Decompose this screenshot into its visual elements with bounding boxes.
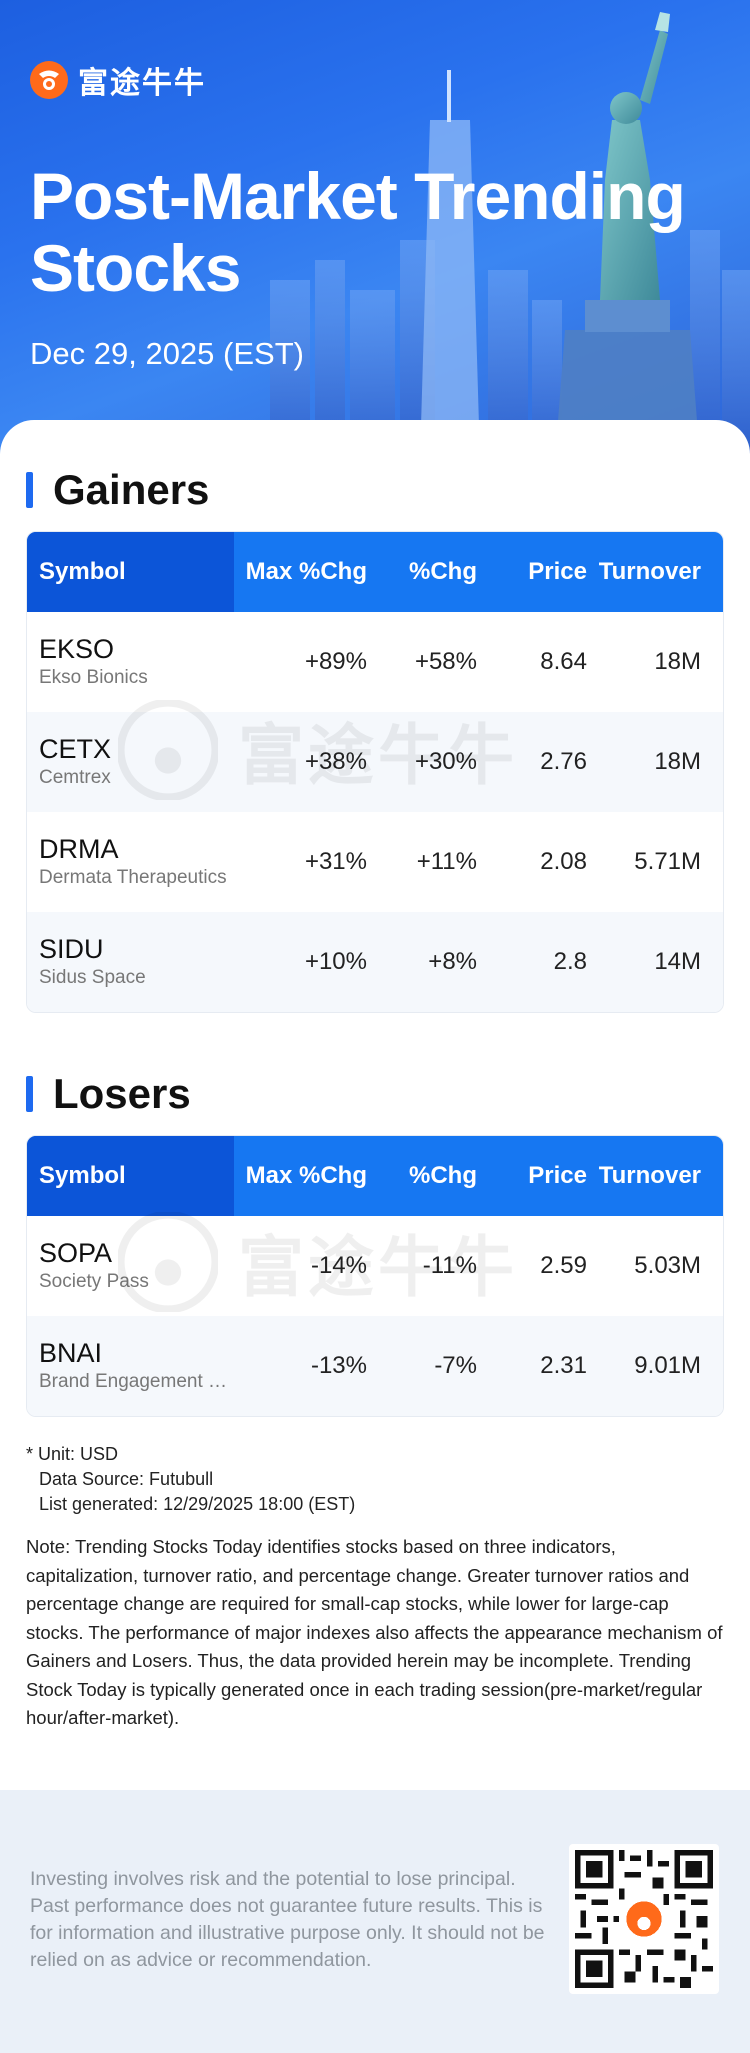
risk-disclaimer: Investing involves risk and the potentia… bbox=[30, 1868, 545, 1971]
report-date: Dec 29, 2025 (EST) bbox=[30, 336, 304, 371]
stock-symbol: CETX bbox=[39, 734, 112, 764]
max-chg-value: +10% bbox=[304, 948, 367, 975]
col-chg: %Chg bbox=[409, 558, 477, 585]
losers-table: Symbol Max %Chg %Chg Price Turnover SOPA… bbox=[26, 1135, 724, 1417]
max-chg-value: -13% bbox=[310, 1352, 367, 1379]
col-price: Price bbox=[528, 558, 587, 585]
section-accent-bar bbox=[26, 1076, 33, 1112]
col-price: Price bbox=[528, 1162, 587, 1189]
col-chg: %Chg bbox=[409, 1162, 477, 1189]
max-chg-value: +89% bbox=[304, 648, 367, 675]
gainers-header: Gainers bbox=[26, 466, 209, 514]
price-value: 2.08 bbox=[540, 848, 587, 875]
table-row[interactable]: CETX Cemtrex +38% +30% 2.76 18M bbox=[27, 712, 723, 812]
turnover-value: 5.03M bbox=[634, 1252, 701, 1279]
chg-value: +8% bbox=[428, 948, 477, 975]
company-name: Brand Engagement Network bbox=[39, 1371, 234, 1392]
table-row[interactable]: BNAI Brand Engagement Network -13% -7% 2.… bbox=[27, 1316, 723, 1416]
page-title: Post-Market Trending Stocks bbox=[30, 159, 686, 305]
col-max-chg: Max %Chg bbox=[245, 1162, 367, 1189]
company-name: Dermata Therapeutics bbox=[39, 867, 227, 888]
brand: 富途牛牛 bbox=[30, 58, 206, 102]
company-name: Ekso Bionics bbox=[39, 667, 148, 688]
data-notes: * Unit: USD Data Source: Futubull List g… bbox=[26, 1442, 726, 1517]
hero-banner: 富途牛牛 Post-Market Trending Stocks Dec 29,… bbox=[0, 0, 750, 460]
turnover-value: 5.71M bbox=[634, 848, 701, 875]
table-row[interactable]: SOPA Society Pass -14% -11% 2.59 5.03M bbox=[27, 1216, 723, 1316]
table-header: Symbol Max %Chg %Chg Price Turnover bbox=[27, 532, 723, 612]
max-chg-value: +38% bbox=[304, 748, 367, 775]
col-symbol: Symbol bbox=[27, 1136, 234, 1216]
max-chg-value: -14% bbox=[310, 1252, 367, 1279]
qr-code-icon bbox=[575, 1850, 713, 1988]
chg-value: -11% bbox=[422, 1252, 477, 1279]
generated-note: List generated: 12/29/2025 18:00 (EST) bbox=[39, 1494, 356, 1514]
losers-header: Losers bbox=[26, 1070, 191, 1118]
losers-title: Losers bbox=[53, 1070, 191, 1117]
chg-value: -7% bbox=[434, 1352, 477, 1379]
turnover-value: 14M bbox=[654, 948, 701, 975]
col-turnover: Turnover bbox=[598, 558, 701, 585]
content-card bbox=[0, 420, 750, 1790]
table-row[interactable]: EKSO Ekso Bionics +89% +58% 8.64 18M bbox=[27, 612, 723, 712]
turnover-value: 18M bbox=[654, 648, 701, 675]
chg-value: +30% bbox=[414, 748, 477, 775]
stock-symbol: SIDU bbox=[39, 934, 104, 964]
price-value: 8.64 bbox=[540, 648, 587, 675]
table-row[interactable]: DRMA Dermata Therapeutics +31% +11% 2.08 … bbox=[27, 812, 723, 912]
stock-symbol: DRMA bbox=[39, 834, 119, 864]
col-max-chg: Max %Chg bbox=[245, 558, 367, 585]
turnover-value: 9.01M bbox=[634, 1352, 701, 1379]
chg-value: +58% bbox=[414, 648, 477, 675]
turnover-value: 18M bbox=[654, 748, 701, 775]
footer: Investing involves risk and the potentia… bbox=[0, 1790, 750, 2053]
unit-note: * Unit: USD bbox=[26, 1444, 119, 1464]
stock-symbol: BNAI bbox=[39, 1338, 103, 1368]
methodology-note: Note: Trending Stocks Today identifies s… bbox=[26, 1536, 723, 1728]
stock-symbol: SOPA bbox=[39, 1238, 113, 1268]
gainers-title: Gainers bbox=[53, 466, 210, 513]
max-chg-value: +31% bbox=[304, 848, 367, 875]
brand-name: 富途牛牛 bbox=[78, 67, 206, 100]
price-value: 2.8 bbox=[553, 948, 587, 975]
price-value: 2.59 bbox=[540, 1252, 587, 1279]
futubull-logo-icon bbox=[30, 61, 68, 99]
qr-code[interactable] bbox=[569, 1844, 719, 1994]
col-symbol: Symbol bbox=[27, 532, 234, 612]
data-source-note: Data Source: Futubull bbox=[39, 1469, 214, 1489]
price-value: 2.31 bbox=[540, 1352, 587, 1379]
col-turnover: Turnover bbox=[598, 1162, 701, 1189]
price-value: 2.76 bbox=[540, 748, 587, 775]
section-accent-bar bbox=[26, 472, 33, 508]
table-header: Symbol Max %Chg %Chg Price Turnover bbox=[27, 1136, 723, 1216]
table-row[interactable]: SIDU Sidus Space +10% +8% 2.8 14M bbox=[27, 912, 723, 1012]
company-name: Society Pass bbox=[39, 1271, 149, 1292]
company-name: Cemtrex bbox=[39, 767, 111, 788]
stock-symbol: EKSO bbox=[39, 634, 115, 664]
chg-value: +11% bbox=[416, 848, 477, 875]
company-name: Sidus Space bbox=[39, 967, 146, 988]
gainers-table: Symbol Max %Chg %Chg Price Turnover EKSO… bbox=[26, 531, 724, 1013]
